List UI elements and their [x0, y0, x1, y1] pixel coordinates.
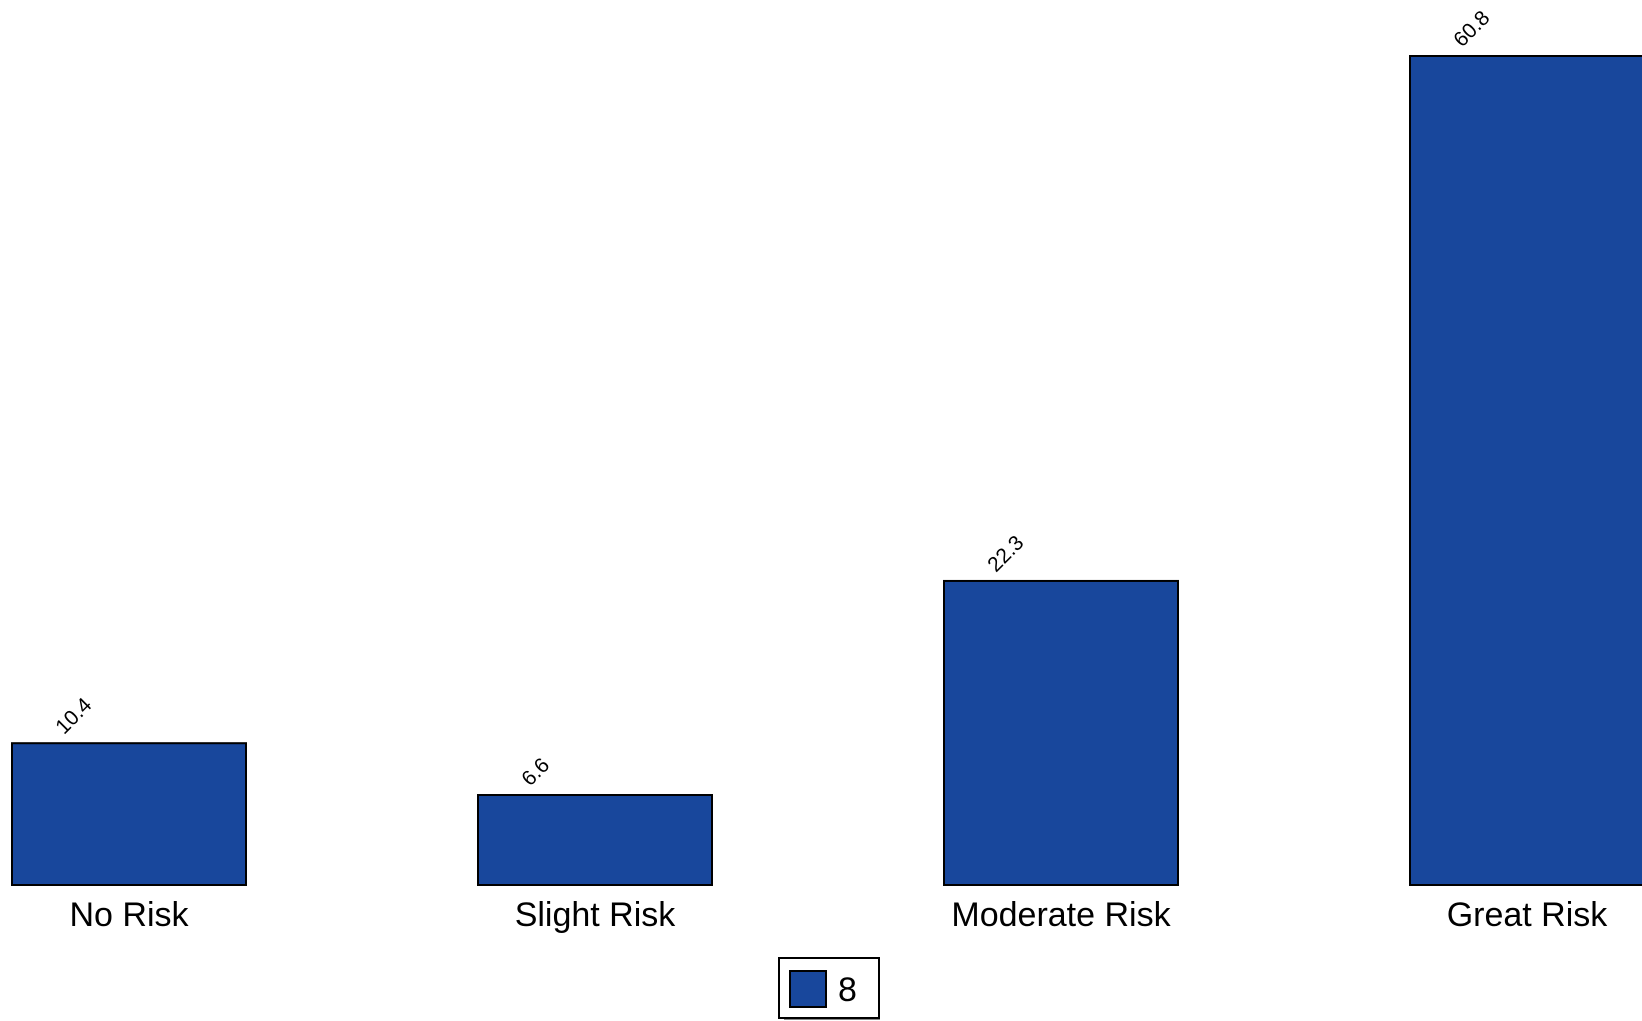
value-label-slight-risk: 6.6 [517, 754, 554, 791]
bars-group [11, 55, 1642, 887]
bar-slight-risk [477, 794, 713, 887]
legend: 8 [778, 957, 880, 1020]
bar-moderate-risk [943, 579, 1179, 886]
category-label-moderate-risk: Moderate Risk [951, 896, 1171, 934]
category-label-slight-risk: Slight Risk [515, 896, 677, 934]
bar-great-risk [1409, 55, 1642, 886]
value-label-moderate-risk: 22.3 [983, 531, 1028, 576]
bar-no-risk [11, 742, 247, 887]
legend-label: 8 [838, 971, 857, 1009]
legend-swatch [789, 970, 827, 1008]
category-label-great-risk: Great Risk [1447, 896, 1609, 934]
value-labels-group: 10.4 6.6 22.3 60.8 [51, 6, 1494, 790]
category-labels-group: No Risk Slight Risk Moderate Risk Great Ris… [69, 896, 1608, 934]
value-label-no-risk: 10.4 [51, 693, 96, 738]
value-label-great-risk: 60.8 [1449, 6, 1494, 51]
category-label-no-risk: No Risk [69, 896, 189, 934]
